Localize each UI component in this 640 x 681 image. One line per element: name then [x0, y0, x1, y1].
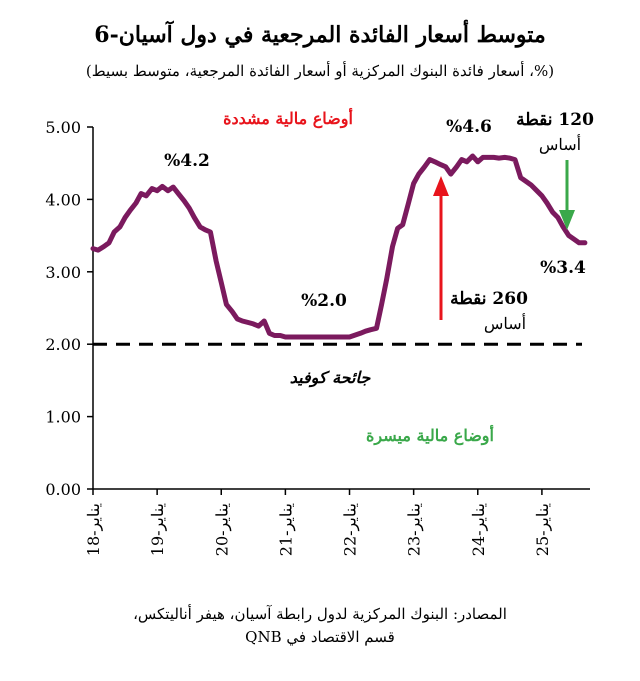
peak-2019-label: %4.2	[164, 151, 210, 171]
x-tick-label: يناير-21	[276, 503, 295, 556]
drop-bps-unit: أساس	[539, 134, 581, 154]
source-line-2: قسم الاقتصاد في QNB	[245, 628, 395, 647]
axes: 0.00 1.00 2.00 3.00 4.00 5.00 يناير-18 يناير-19…	[45, 118, 590, 556]
peak-2024-label: %4.6	[446, 117, 492, 137]
trough-label: %2.0	[301, 291, 347, 311]
latest-label: %3.4	[540, 258, 586, 278]
chart-title: متوسط أسعار الفائدة المرجعية في دول آسيا…	[94, 22, 546, 48]
y-tick-label: 1.00	[45, 408, 81, 427]
drop-bps-label: 120 نقطة	[516, 110, 594, 130]
y-tick-label: 4.00	[45, 190, 81, 209]
rise-bps-label: 260 نقطة	[450, 289, 528, 309]
rise-bps-unit: أساس	[484, 313, 526, 333]
y-tick-label: 3.00	[45, 263, 81, 282]
y-tick-label: 2.00	[45, 335, 81, 354]
easy-conditions-label: أوضاع مالية ميسرة	[366, 424, 494, 446]
series-line	[90, 153, 588, 340]
x-tick-label: يناير-20	[212, 503, 231, 556]
source-note: المصادر: البنوك المركزية لدول رابطة آسيا…	[0, 603, 640, 650]
y-tick-label: 0.00	[45, 480, 81, 499]
x-tick-label: يناير-24	[469, 503, 488, 556]
y-tick-label: 5.00	[45, 118, 81, 137]
drop-arrow	[559, 160, 575, 230]
tight-conditions-label: أوضاع مالية مشددة	[223, 107, 353, 129]
x-tick-label: يناير-23	[405, 503, 424, 556]
source-line-1: المصادر: البنوك المركزية لدول رابطة آسيا…	[133, 605, 507, 623]
x-tick-label: يناير-25	[533, 503, 552, 556]
rise-arrow	[433, 176, 449, 320]
covid-label: جائحة كوفيد	[290, 368, 372, 388]
x-tick-label: يناير-22	[341, 503, 360, 556]
chart-subtitle: (%، أسعار فائدة البنوك المركزية أو أسعار…	[85, 62, 555, 80]
x-tick-label: يناير-19	[148, 503, 167, 556]
x-tick-label: يناير-18	[84, 503, 103, 556]
